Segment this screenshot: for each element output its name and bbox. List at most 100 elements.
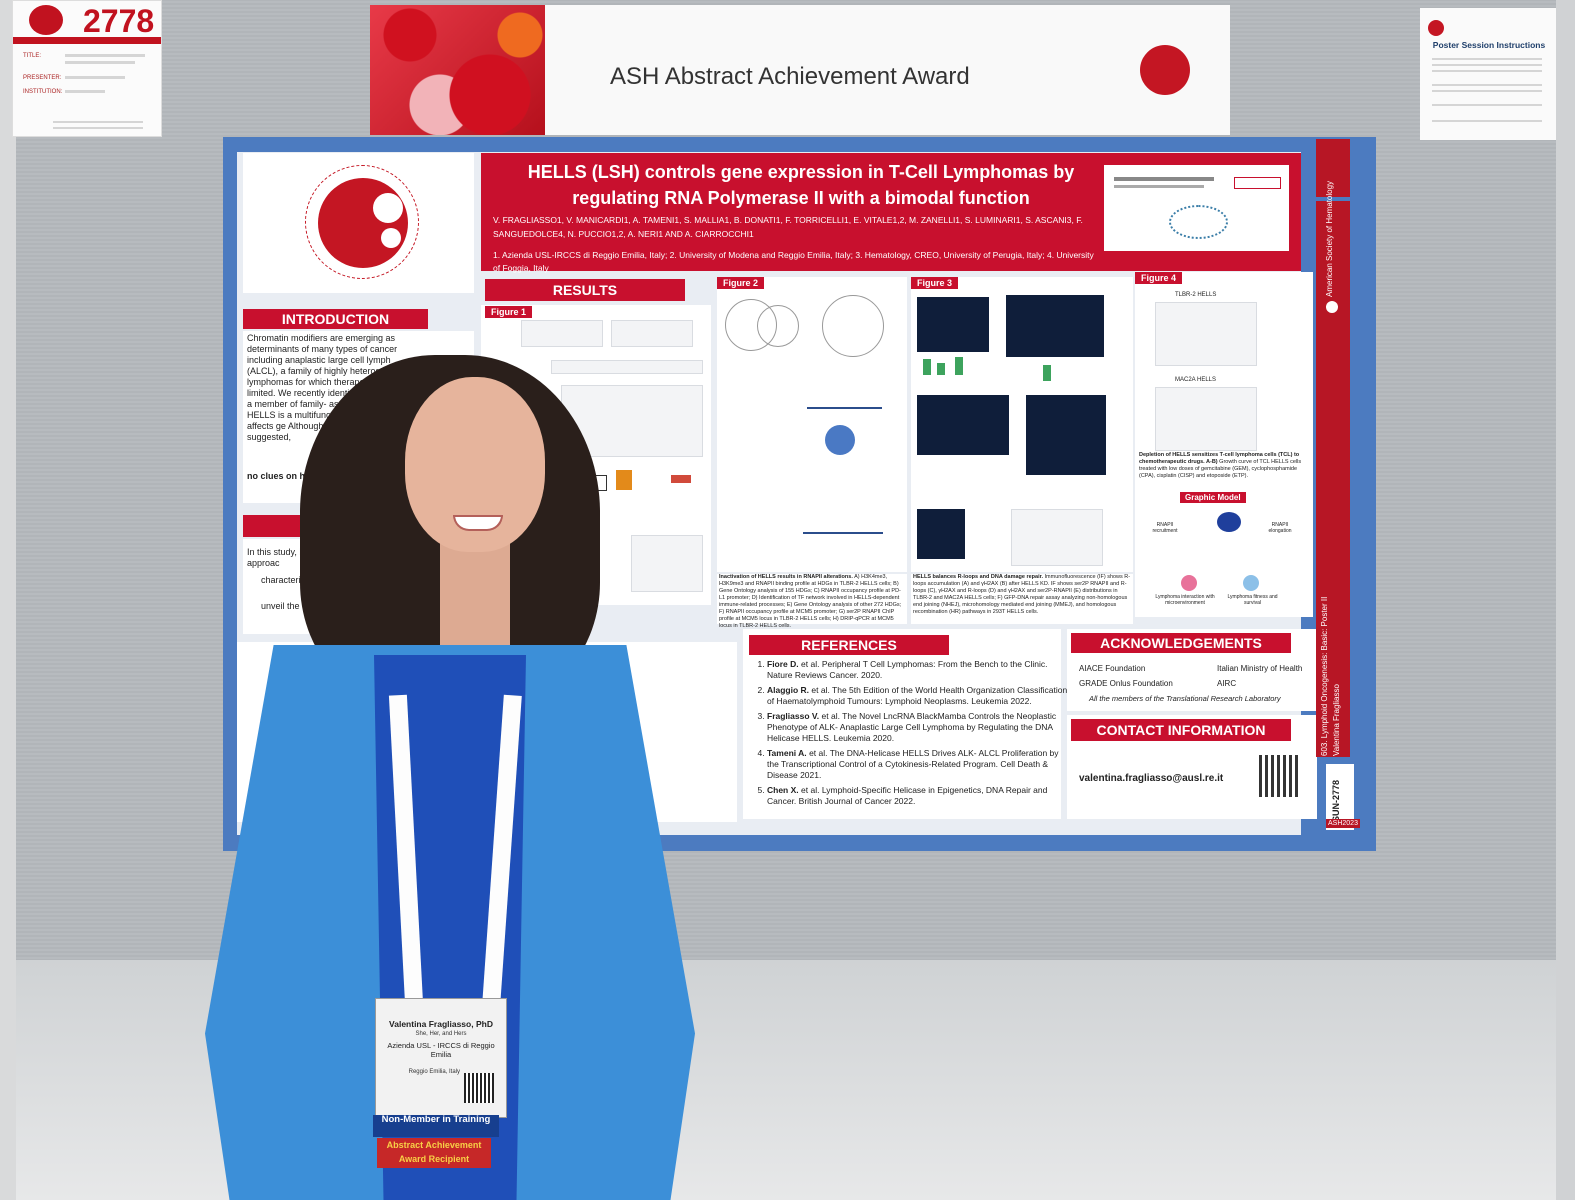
reference-author: Chen X. <box>767 785 799 795</box>
award-banner: ASH Abstract Achievement Award <box>370 5 1230 135</box>
figure-2-caption: Inactivation of HELLS results in RNAPII … <box>719 574 905 630</box>
blood-cells-art <box>370 5 545 135</box>
heatmap-icon <box>616 470 632 490</box>
logo-line <box>1114 185 1204 188</box>
reference-text: et al. The Novel LncRNA BlackMamba Contr… <box>767 711 1057 743</box>
references-heading: REFERENCES <box>749 635 949 655</box>
figure-3-caption-body: Immunofluorescence (IF) shows R-loops ac… <box>913 574 1131 615</box>
model-label-2: RNAPII elongation <box>1268 522 1292 534</box>
reference-text: et al. Peripheral T Cell Lymphomas: From… <box>767 659 1048 680</box>
banner-title: ASH Abstract Achievement Award <box>610 63 970 90</box>
reference-text: et al. Lymphoid-Specific Helicase in Epi… <box>767 785 1048 806</box>
rnapii-icon <box>1217 512 1241 532</box>
poster-instructions-sheet: Poster Session Instructions <box>1420 8 1556 140</box>
name-badge: Valentina Fragliasso, PhD She, Her, and … <box>375 998 507 1118</box>
logo-cell <box>381 228 401 248</box>
reference-item: Chen X. et al. Lymphoid-Specific Helicas… <box>767 785 1072 807</box>
graphic-model-heading: Graphic Model <box>1180 492 1246 503</box>
logo-line <box>1114 177 1214 181</box>
card-band <box>13 37 161 44</box>
model-label-3: Lymphoma interaction with microenvironme… <box>1155 594 1215 606</box>
microscopy-panel <box>1006 295 1104 357</box>
side-presenter: Valentina Fragliasso <box>1332 684 1341 756</box>
reference-text: et al. The 5th Edition of the World Heal… <box>767 685 1068 706</box>
card-line <box>1432 90 1542 92</box>
figure-3-caption-title: HELLS balances R-loops and DNA damage re… <box>913 574 1043 580</box>
figure-4-caption-title: Depletion of HELLS sensitizes T-cell lym… <box>1139 452 1300 465</box>
side-year: ASH2023 <box>1326 819 1360 828</box>
figure-3-caption-panel: HELLS balances R-loops and DNA damage re… <box>911 574 1133 624</box>
presenter-person: Valentina Fragliasso, PhD She, Her, and … <box>205 355 695 1200</box>
introduction-text: Chromatin modifiers are emerging as dete… <box>247 333 422 442</box>
board-frame-right <box>1556 0 1575 1200</box>
card-line <box>1432 120 1542 122</box>
badge-name: Valentina Fragliasso, PhD <box>389 1019 493 1029</box>
reference-author: Alaggio R. <box>767 685 810 695</box>
card-line <box>65 90 105 93</box>
logo-ring <box>305 165 419 279</box>
card-label-institution: INSTITUTION: <box>23 89 63 95</box>
figure-4b-title: MAC2A HELLS <box>1175 377 1217 383</box>
microscopy-panel <box>917 509 965 559</box>
card-line <box>1432 104 1542 106</box>
reference-text: et al. The DNA-Helicase HELLS Drives ALK… <box>767 748 1059 780</box>
badge-pronouns: She, Her, and Hers <box>415 1031 467 1037</box>
reference-item: Fiore D. et al. Peripheral T Cell Lympho… <box>767 659 1072 681</box>
ack-item: Italian Ministry of Health <box>1217 664 1303 673</box>
reference-item: Alaggio R. et al. The 5th Edition of the… <box>767 685 1072 707</box>
venn-circle <box>822 295 884 357</box>
poster-authors: V. FRAGLIASSO1, V. MANICARDI1, A. TAMENI… <box>493 215 1083 239</box>
reference-author: Fragliasso V. <box>767 711 820 721</box>
growth-curve-plot <box>1155 387 1257 451</box>
model-label-4: Lymphoma fitness and survival <box>1227 594 1278 606</box>
results-heading: RESULTS <box>485 279 685 301</box>
acknowledgements-panel: ACKNOWLEDGEMENTS AIACE Foundation Italia… <box>1067 629 1317 711</box>
reference-author: Tameni A. <box>767 748 807 758</box>
reference-item: Tameni A. et al. The DNA-Helicase HELLS … <box>767 748 1072 781</box>
poster-title-block: HELLS (LSH) controls gene expression in … <box>481 153 1301 273</box>
institution-logos <box>1104 165 1289 251</box>
ack-item: AIACE Foundation <box>1079 664 1146 673</box>
card-line <box>65 61 135 64</box>
qr-code-icon <box>464 1073 494 1103</box>
figure-4-caption-body: Growth curve of TCL HELLS cells treated … <box>1139 459 1302 479</box>
figure-1-label: Figure 1 <box>485 306 533 318</box>
card-line <box>53 121 143 123</box>
bar <box>955 357 963 375</box>
figure-4-panel: Figure 4 TLBR-2 HELLS MAC2A HELLS Deplet… <box>1135 272 1313 617</box>
figure-2-caption-panel: Inactivation of HELLS results in RNAPII … <box>717 574 907 629</box>
figure-4-caption: Depletion of HELLS sensitizes T-cell lym… <box>1139 452 1309 480</box>
bar <box>1043 365 1051 381</box>
ack-item: GRADE Onlus Foundation <box>1079 679 1173 688</box>
title-line-1: HELLS (LSH) controls gene expression in … <box>527 162 1075 182</box>
poster-affiliations: 1. Azienda USL-IRCCS di Reggio Emilia, I… <box>493 250 1094 273</box>
poster-title: HELLS (LSH) controls gene expression in … <box>481 159 1121 211</box>
card-line <box>53 127 143 129</box>
contact-email[interactable]: valentina.fragliasso@ausl.re.it <box>1079 773 1224 784</box>
repair-assay-plot <box>1011 509 1103 566</box>
board-frame-left <box>0 0 16 1200</box>
ash-logo-panel <box>243 153 474 293</box>
poster-number: 2778 <box>83 3 155 39</box>
ash-logo-icon <box>1140 45 1190 95</box>
card-label-title: TITLE: <box>23 53 42 59</box>
side-tag <box>1316 139 1350 197</box>
comprehensive-logo <box>1234 177 1281 189</box>
aim-item-2: unveil the m regul <box>261 601 333 611</box>
microscopy-panel <box>917 297 989 352</box>
venn-circle <box>757 305 799 347</box>
badge-affiliation: Azienda USL - IRCCS di Reggio Emilia <box>387 1041 495 1059</box>
ash-logo-icon <box>1428 20 1444 36</box>
network-icon <box>825 425 855 455</box>
references-panel: REFERENCES Fiore D. et al. Peripheral T … <box>743 629 1067 819</box>
side-session: 603. Lymphoid Oncogenesis: Basic: Poster… <box>1320 596 1329 756</box>
acknowledgements-heading: ACKNOWLEDGEMENTS <box>1071 633 1291 653</box>
card-line <box>1432 58 1542 60</box>
card-line <box>1432 64 1542 66</box>
ack-footer: All the members of the Translational Res… <box>1089 694 1281 703</box>
member-ribbon: Non-Member in Training <box>373 1115 499 1137</box>
figure-2-caption-body: A) H3K4me3, H3K9me3 and RNAPII binding p… <box>719 574 902 629</box>
ash-logo-icon <box>29 5 63 35</box>
lymphoma-cell-icon <box>1181 575 1197 591</box>
card-line <box>65 54 145 57</box>
